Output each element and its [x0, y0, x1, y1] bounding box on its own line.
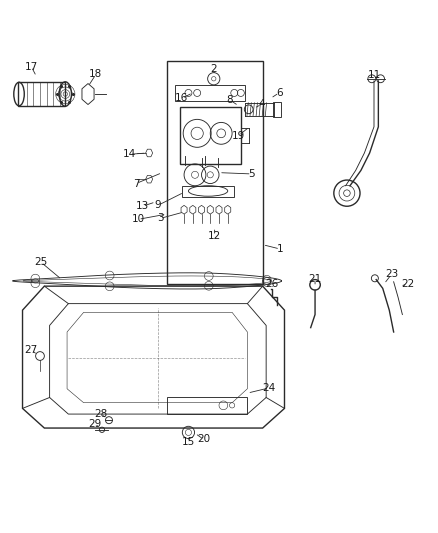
Text: 6: 6 — [276, 88, 283, 98]
Text: 13: 13 — [136, 201, 149, 211]
Text: 15: 15 — [182, 437, 195, 447]
Text: 5: 5 — [248, 169, 255, 179]
Text: 9: 9 — [155, 200, 161, 211]
Text: 1: 1 — [277, 244, 283, 254]
Text: 25: 25 — [34, 257, 47, 267]
Text: 17: 17 — [25, 61, 38, 71]
Text: 24: 24 — [263, 383, 276, 393]
Text: 10: 10 — [132, 214, 145, 224]
Text: 20: 20 — [197, 434, 210, 445]
Text: 29: 29 — [88, 419, 101, 429]
Text: 14: 14 — [123, 149, 136, 159]
Text: 7: 7 — [133, 179, 139, 189]
Text: 27: 27 — [25, 345, 38, 356]
Text: 22: 22 — [401, 279, 414, 289]
Text: 16: 16 — [175, 93, 188, 103]
Text: 21: 21 — [308, 274, 321, 284]
Text: 8: 8 — [226, 95, 233, 104]
Text: 23: 23 — [385, 269, 398, 279]
Text: 26: 26 — [265, 279, 278, 289]
Text: 2: 2 — [210, 64, 217, 74]
Text: 4: 4 — [258, 99, 265, 109]
Text: 18: 18 — [89, 69, 102, 79]
Text: 19: 19 — [232, 131, 245, 141]
Text: 28: 28 — [95, 409, 108, 419]
Text: 12: 12 — [208, 231, 221, 241]
Text: 3: 3 — [157, 214, 163, 223]
Text: 11: 11 — [367, 70, 381, 80]
